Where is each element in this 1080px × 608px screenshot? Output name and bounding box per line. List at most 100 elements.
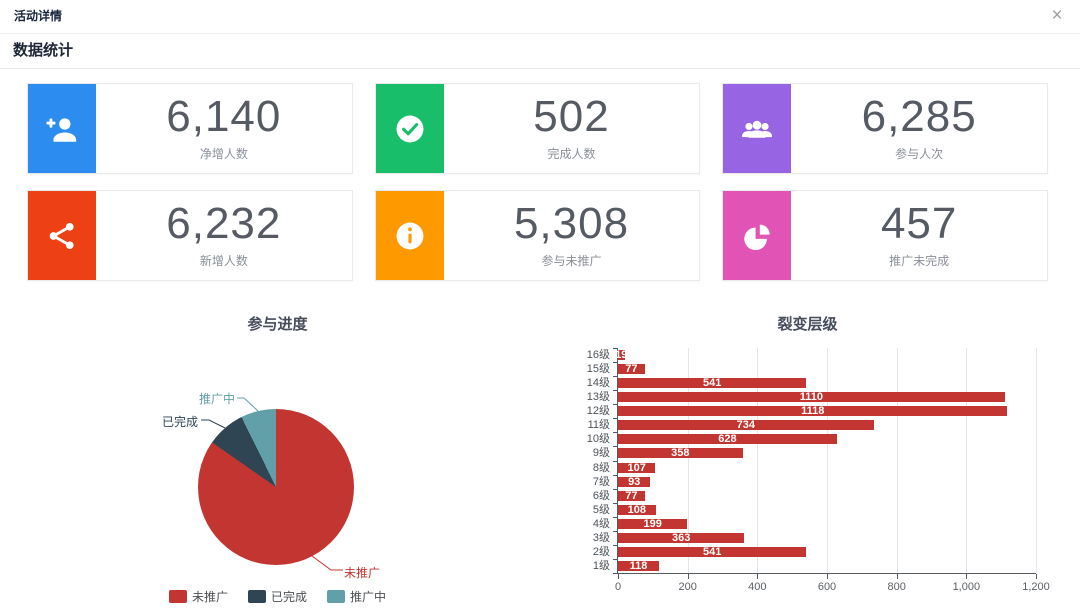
- y-axis-label: 15级: [586, 363, 610, 376]
- bar: 541: [618, 545, 807, 558]
- y-axis-tick: [613, 573, 618, 574]
- x-axis-tick: [827, 574, 828, 579]
- legend-item[interactable]: 未推广: [168, 588, 228, 605]
- bar-value-label: 199: [643, 517, 662, 530]
- y-axis-tick: [613, 530, 618, 532]
- y-axis-label: 12级: [586, 405, 610, 418]
- stat-card-participated-unpromoted: 5,308 参与未推广: [374, 190, 701, 281]
- pie-slice-label-promoting: 推广中: [198, 392, 235, 406]
- x-axis-tick: [896, 574, 898, 579]
- users-group-icon: [723, 84, 792, 173]
- pie-slice-label-completed: 已完成: [161, 415, 198, 429]
- bar-value-label: 363: [672, 531, 691, 544]
- legend-label: 已完成: [270, 590, 307, 604]
- bar: 358: [618, 448, 743, 459]
- gridline: [966, 348, 968, 573]
- stat-label: 新增人数: [199, 254, 248, 269]
- bar: 541: [618, 378, 807, 389]
- y-axis-label: 1级: [592, 559, 610, 572]
- user-add-icon: [28, 84, 96, 173]
- stat-label: 参与人次: [895, 147, 944, 162]
- y-axis-label: 8级: [592, 461, 610, 474]
- bar: 19: [615, 350, 627, 361]
- y-axis-tick: [613, 446, 618, 448]
- pie-legend: 未推广 已完成 推广中: [20, 588, 535, 605]
- y-axis-tick: [613, 348, 618, 349]
- y-axis-label: 6级: [592, 489, 610, 502]
- bar-chart-panel: 裂变层级 0 200 400 600 800 1,000 1,200 16级 19 15级 77 14…: [555, 305, 1060, 608]
- bar-value-label: 107: [627, 461, 646, 474]
- stat-card-promoted-incomplete: 457 推广未完成: [722, 190, 1048, 281]
- stat-label: 完成人数: [547, 147, 596, 162]
- bar-value-label: 734: [736, 419, 756, 432]
- y-axis-tick: [613, 432, 618, 434]
- bar: 199: [618, 517, 688, 530]
- bar-value-label: 1118: [801, 405, 825, 418]
- y-axis-tick: [613, 390, 618, 392]
- y-axis-label: 16级: [586, 349, 610, 362]
- y-axis-tick: [613, 474, 618, 476]
- gridline: [896, 348, 898, 573]
- y-axis-tick: [613, 516, 618, 518]
- x-axis-tick: [1036, 574, 1037, 579]
- bar-value-label: 77: [625, 489, 638, 502]
- bar-value-label: 77: [625, 363, 638, 376]
- bar: 628: [618, 434, 837, 445]
- y-axis-tick: [613, 362, 618, 364]
- y-axis-label: 5级: [592, 503, 610, 516]
- gridline: [827, 348, 828, 573]
- stat-value: 5,308: [513, 198, 630, 248]
- y-axis-label: 3级: [592, 531, 610, 544]
- y-axis-tick: [613, 460, 618, 462]
- y-axis-tick: [613, 544, 618, 546]
- info-circle-icon: [375, 191, 444, 280]
- bar: 118: [618, 559, 660, 572]
- y-axis-label: 4级: [592, 517, 610, 530]
- pie-slice-label-unpromoted: 未推广: [344, 566, 381, 580]
- x-axis-label: 600: [817, 581, 837, 593]
- stat-value: 457: [880, 198, 958, 248]
- legend-item[interactable]: 推广中: [327, 588, 386, 605]
- x-axis-label: 800: [887, 581, 906, 593]
- bar-value-label: 118: [629, 559, 648, 572]
- stat-card-participations: 6,285 参与人次: [722, 83, 1048, 174]
- stat-label: 参与未推广: [541, 254, 602, 269]
- stat-value: 6,232: [166, 198, 282, 248]
- y-axis-tick: [613, 488, 618, 490]
- y-axis-tick: [613, 418, 618, 420]
- bar-value-label: 108: [627, 503, 646, 516]
- bar: 734: [618, 419, 874, 432]
- legend-swatch: [168, 590, 187, 603]
- bar: 107: [618, 461, 656, 474]
- bar-chart-title: 裂变层级: [777, 316, 838, 333]
- legend-label: 未推广: [191, 590, 228, 604]
- legend-label: 推广中: [350, 590, 387, 604]
- stats-cards-grid: 6,140 净增人数 502 完成人数 6,: [27, 83, 1048, 281]
- bar: 108: [618, 503, 656, 516]
- bar: 363: [618, 531, 745, 544]
- y-axis-label: 10级: [586, 433, 610, 446]
- x-axis-label: 1,000: [952, 581, 981, 593]
- modal-title: 活动详情: [14, 9, 63, 23]
- bar-value-label: 93: [628, 475, 641, 488]
- bar: 1118: [618, 405, 1008, 418]
- legend-item[interactable]: 已完成: [247, 588, 307, 605]
- bar-value-label: 541: [703, 545, 722, 558]
- y-axis-tick: [613, 404, 618, 406]
- y-axis-label: 14级: [586, 377, 610, 390]
- x-axis-tick: [618, 574, 619, 579]
- check-circle-icon: [375, 84, 444, 173]
- close-icon[interactable]: ×: [1051, 5, 1063, 26]
- y-axis-label: 13级: [586, 391, 610, 404]
- stat-value: 502: [533, 91, 610, 141]
- stat-label: 推广未完成: [889, 254, 950, 269]
- bar: 93: [618, 475, 651, 488]
- section-header: 数据统计: [0, 34, 1080, 69]
- y-axis-label: 7级: [592, 475, 610, 488]
- pie-chart-panel: 参与进度 未推广 已完成 推广中 未推广 已完成 推广中: [20, 305, 535, 608]
- y-axis-tick: [613, 376, 618, 378]
- stat-value: 6,140: [166, 91, 282, 141]
- gridline: [757, 348, 759, 573]
- bar-chart-plot: 0 200 400 600 800 1,000 1,200 16级 19 15级 77 14级 541 1…: [587, 348, 1050, 593]
- y-axis-label: 2级: [592, 545, 610, 558]
